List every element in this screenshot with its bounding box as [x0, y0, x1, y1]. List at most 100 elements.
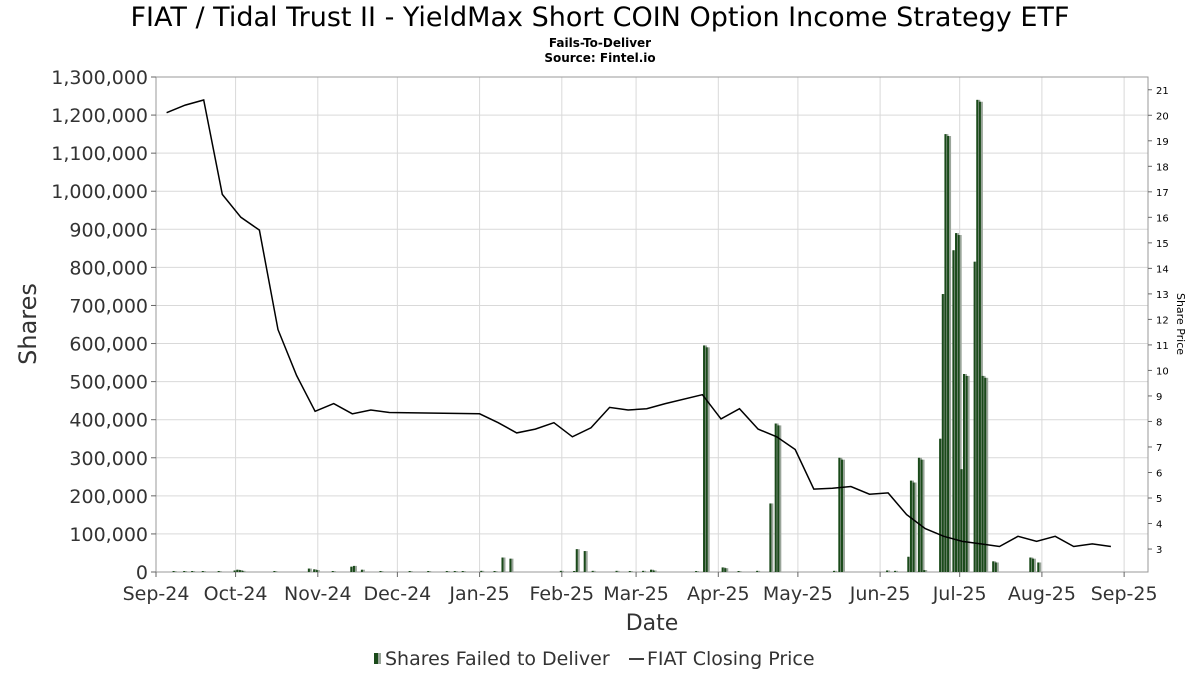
ftd-bar: [952, 250, 955, 572]
ftd-bar: [917, 457, 920, 572]
ftd-bar: [907, 556, 910, 572]
x-tick-label: Jan-25: [448, 583, 509, 605]
ftd-bar: [939, 438, 942, 572]
ftd-bar-shadow: [584, 551, 588, 572]
ftd-bar: [559, 570, 562, 572]
ftd-bar-shadow: [502, 557, 506, 572]
ftd-bar: [315, 570, 318, 572]
ftd-bar: [957, 235, 960, 572]
ftd-bar: [501, 557, 504, 572]
y-axis-label: Shares: [14, 283, 42, 365]
y-tick-label: 0: [136, 562, 148, 584]
ftd-bar-shadow: [839, 457, 843, 572]
ftd-bar: [509, 558, 512, 572]
ftd-bar: [236, 569, 239, 572]
x-tick-label: May-25: [763, 583, 833, 605]
ftd-bar: [583, 551, 586, 572]
grid-layer: [155, 76, 1148, 573]
ftd-bar-shadow: [351, 566, 355, 572]
ftd-bar-shadow: [651, 569, 654, 572]
x-tick-label: Nov-24: [284, 583, 352, 605]
ftd-bar: [628, 571, 631, 572]
ftd-bar-shadow: [953, 250, 957, 572]
ftd-bar-shadow: [576, 549, 580, 572]
ftd-bar: [941, 294, 944, 572]
ftd-bar: [615, 570, 618, 572]
y2-tick-label: 18: [1156, 162, 1169, 173]
y2-tick-label: 16: [1156, 213, 1169, 224]
price-line: [166, 99, 1112, 548]
ftd-bar: [965, 375, 968, 572]
ftd-bar-shadow: [921, 459, 925, 572]
ftd-bar-shadow: [1038, 562, 1042, 572]
y-tick-label: 300,000: [69, 448, 148, 470]
ftd-bar: [695, 571, 698, 572]
ftd-bar-shadow: [274, 571, 278, 572]
y2-tick-label: 20: [1156, 111, 1169, 122]
ftd-bar-shadow: [454, 571, 458, 572]
legend-label-ftd: Shares Failed to Deliver: [385, 648, 610, 670]
x-tick-label: Dec-24: [363, 583, 431, 605]
ftd-bar-shadow: [887, 570, 891, 572]
x-axis-label: Date: [626, 611, 679, 636]
ftd-bar: [172, 571, 175, 572]
ftd-bar-shadow: [510, 558, 514, 572]
ftd-bar: [721, 567, 724, 572]
y-tick-label: 1,100,000: [51, 143, 148, 165]
x-tick-label: Sep-24: [123, 583, 190, 605]
y2-tick-label: 5: [1156, 494, 1162, 505]
y-tick-label: 500,000: [69, 372, 148, 394]
y-tick-label: 1,300,000: [51, 67, 148, 89]
y2-tick-label: 3: [1156, 545, 1162, 556]
ftd-bar-shadow: [462, 571, 466, 572]
ftd-bar-shadow: [192, 571, 196, 572]
ftd-bar-shadow: [757, 570, 761, 572]
ftd-bar: [360, 569, 363, 572]
ftd-bar-shadow: [908, 556, 912, 572]
ftd-bar: [408, 571, 411, 572]
ftd-bar-shadow: [314, 569, 318, 572]
ftd-bar: [238, 570, 241, 572]
ftd-bar: [307, 568, 310, 572]
ftd-bar-shadow: [963, 374, 967, 572]
y-tick-label: 200,000: [69, 486, 148, 508]
x-axis: Sep-24 Oct-24 Nov-24 Dec-24 Jan-25 Feb-25 Mar-…: [123, 572, 1158, 605]
y2-tick-label: 4: [1156, 520, 1162, 531]
legend-label-price: FIAT Closing Price: [647, 648, 815, 670]
ftd-bar: [944, 134, 947, 572]
y2-tick-label: 11: [1156, 341, 1169, 352]
ftd-bar-shadow: [361, 569, 365, 572]
ftd-bar: [976, 99, 979, 572]
ftd-bar-shadow: [966, 375, 970, 572]
ftd-bar: [774, 423, 777, 572]
legend-swatch-ftd: [374, 653, 380, 664]
ftd-bar-shadow: [841, 459, 845, 572]
ftd-bar-shadow: [993, 561, 997, 572]
y-tick-label: 800,000: [69, 257, 148, 279]
y2-axis-label: Share Price: [1174, 293, 1187, 355]
ftd-bar-shadow: [629, 571, 633, 572]
ftd-bar-shadow: [834, 570, 838, 572]
y2-tick-label: 8: [1156, 417, 1162, 428]
ftd-bar-shadow: [706, 347, 710, 572]
ftd-bar: [183, 571, 186, 572]
ftd-bar-shadow: [948, 136, 952, 572]
ftd-bar: [886, 570, 889, 572]
ftd-bar-shadow: [380, 571, 384, 572]
ftd-bar: [379, 571, 382, 572]
ftd-bar-shadow: [977, 99, 981, 572]
ftd-bar-shadow: [982, 375, 986, 572]
x-tick-label: Jun-25: [849, 583, 911, 605]
plot-frame: [155, 76, 1149, 573]
ftd-bar-shadow: [316, 570, 320, 572]
ftd-bar-shadow: [956, 233, 960, 572]
ftd-bar-shadow: [924, 570, 928, 572]
y2-tick-label: 14: [1156, 264, 1169, 275]
ftd-bar: [833, 570, 836, 572]
ftd-bar-shadow: [653, 570, 657, 572]
ftd-bar: [480, 570, 483, 572]
ftd-bar: [960, 469, 963, 572]
ftd-bar: [909, 480, 912, 572]
ftd-bar-shadow: [428, 571, 432, 572]
